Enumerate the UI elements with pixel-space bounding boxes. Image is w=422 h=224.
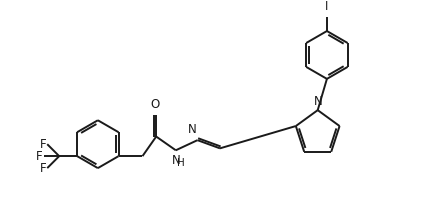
Text: O: O (151, 98, 160, 111)
Text: N: N (188, 123, 197, 136)
Text: N: N (314, 95, 323, 108)
Text: H: H (177, 158, 185, 168)
Text: F: F (40, 162, 46, 175)
Text: N: N (171, 154, 180, 167)
Text: F: F (40, 138, 46, 151)
Text: I: I (325, 0, 329, 13)
Text: F: F (36, 150, 43, 163)
